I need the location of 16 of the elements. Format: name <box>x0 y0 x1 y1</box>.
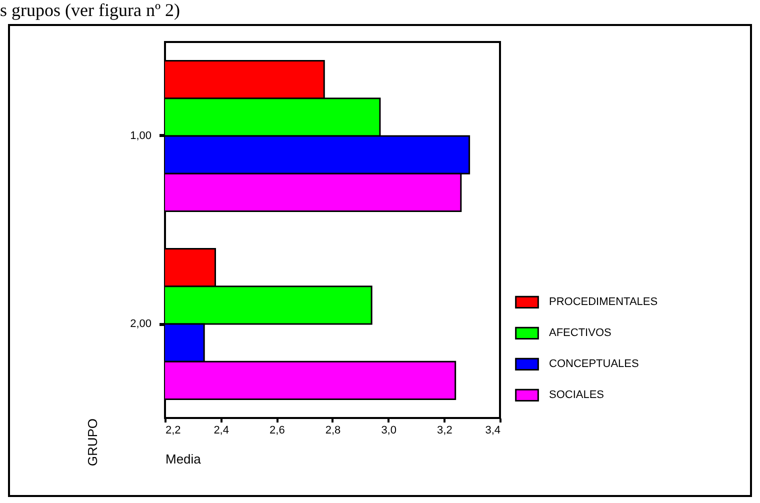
legend-label: SOCIALES <box>549 389 604 402</box>
x-tick-label: 2,4 <box>214 424 229 436</box>
x-tick-label: 3,0 <box>381 424 396 436</box>
y-tick-label: 1,00 <box>130 130 152 142</box>
legend-label: CONCEPTUALES <box>549 358 639 370</box>
x-axis-title: Media <box>166 452 202 466</box>
x-tick-label: 2,8 <box>325 424 341 436</box>
text: s grupos (ver figura nº 2) <box>0 0 180 21</box>
x-tick-label: 3,2 <box>437 424 452 436</box>
x-tick-label: 3,4 <box>485 424 500 436</box>
legend-label: PROCEDIMENTALES <box>549 296 658 308</box>
x-tick-label: 2,6 <box>270 424 285 436</box>
legend-label: AFECTIVOS <box>549 327 612 340</box>
x-tick-label: 2,2 <box>166 424 181 436</box>
y-tick-label: 2,00 <box>130 318 152 330</box>
y-axis-title: GRUPO <box>85 418 100 466</box>
